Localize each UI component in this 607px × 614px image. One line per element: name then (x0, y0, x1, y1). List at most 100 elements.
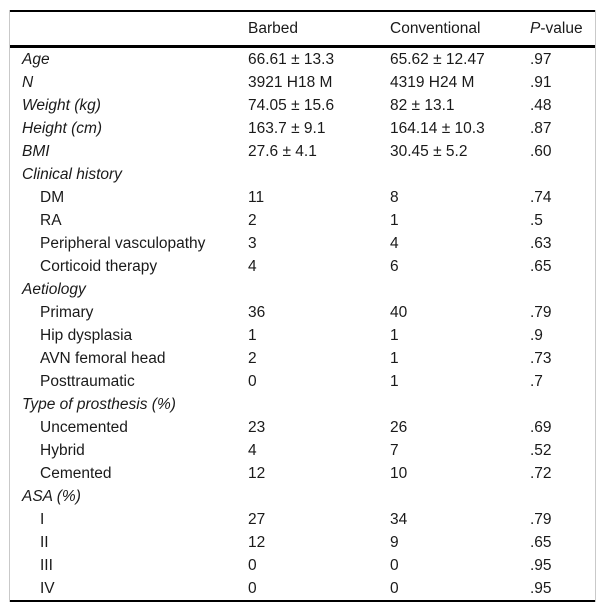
cell-barbed: 4 (248, 257, 257, 275)
table-row: Hip dysplasia 1 1 .9 (10, 324, 595, 347)
cell-barbed: 74.05 ± 15.6 (248, 96, 335, 114)
cell-barbed: 0 (248, 372, 257, 390)
stats-table: Barbed Conventional P-value Age 66.61 ± … (9, 10, 596, 602)
table-row: Corticoid therapy 4 6 .65 (10, 255, 595, 278)
cell-barbed: 1 (248, 326, 257, 344)
table-row: Uncemented 23 26 .69 (10, 416, 595, 439)
cell-conventional: 82 ± 13.1 (390, 96, 455, 114)
cell-barbed: 2 (248, 211, 257, 229)
table-row: AVN femoral head 2 1 .73 (10, 347, 595, 370)
cell-conventional: 4319 H24 M (390, 73, 475, 91)
cell-pvalue: .72 (530, 464, 552, 482)
row-label: II (40, 533, 49, 551)
table-row: BMI 27.6 ± 4.1 30.45 ± 5.2 .60 (10, 140, 595, 163)
row-label: Weight (kg) (22, 96, 101, 114)
row-label: DM (40, 188, 65, 206)
cell-barbed: 27.6 ± 4.1 (248, 142, 317, 160)
cell-pvalue: .73 (530, 349, 552, 367)
table-row: Hybrid 4 7 .52 (10, 439, 595, 462)
row-label: Posttraumatic (40, 372, 135, 390)
cell-conventional: 7 (390, 441, 399, 459)
table-row: Height (cm) 163.7 ± 9.1 164.14 ± 10.3 .8… (10, 117, 595, 140)
cell-pvalue: .65 (530, 533, 552, 551)
cell-barbed: 3921 H18 M (248, 73, 333, 91)
cell-pvalue: .63 (530, 234, 552, 252)
table-row: I 27 34 .79 (10, 508, 595, 531)
cell-conventional: 9 (390, 533, 399, 551)
row-label: N (22, 73, 34, 91)
cell-conventional: 1 (390, 326, 399, 344)
row-label: Cemented (40, 464, 112, 482)
cell-conventional: 30.45 ± 5.2 (390, 142, 468, 160)
table-row: III 0 0 .95 (10, 554, 595, 577)
cell-conventional: 0 (390, 579, 399, 597)
row-label: III (40, 556, 53, 574)
cell-conventional: 26 (390, 418, 408, 436)
cell-conventional: 34 (390, 510, 408, 528)
cell-barbed: 163.7 ± 9.1 (248, 119, 326, 137)
cell-conventional: 164.14 ± 10.3 (390, 119, 485, 137)
cell-pvalue: .95 (530, 579, 552, 597)
pvalue-rest: -value (540, 19, 583, 37)
cell-barbed: 11 (248, 188, 265, 206)
cell-conventional: 1 (390, 349, 399, 367)
row-label: Corticoid therapy (40, 257, 158, 275)
table-row: RA 2 1 .5 (10, 209, 595, 232)
cell-pvalue: .5 (530, 211, 543, 229)
cell-barbed: 23 (248, 418, 266, 436)
table-header-rule (10, 45, 595, 48)
row-label: Type of prosthesis (%) (22, 395, 176, 413)
cell-conventional: 0 (390, 556, 399, 574)
row-label: AVN femoral head (40, 349, 166, 367)
row-label: Peripheral vasculopathy (40, 234, 206, 252)
cell-barbed: 4 (248, 441, 257, 459)
row-label: ASA (%) (22, 487, 81, 505)
cell-conventional: 1 (390, 211, 399, 229)
cell-pvalue: .9 (530, 326, 543, 344)
table-row: Age 66.61 ± 13.3 65.62 ± 12.47 .97 (10, 48, 595, 71)
cell-pvalue: .79 (530, 303, 552, 321)
row-label: Aetiology (22, 280, 86, 298)
cell-pvalue: .60 (530, 142, 552, 160)
table-row: ASA (%) (10, 485, 595, 508)
row-label: Age (22, 50, 50, 68)
header-cell-conventional: Conventional (390, 19, 481, 37)
table-row: Cemented 12 10 .72 (10, 462, 595, 485)
table-row: DM 11 8 .74 (10, 186, 595, 209)
cell-conventional: 1 (390, 372, 399, 390)
row-label: BMI (22, 142, 50, 160)
cell-barbed: 0 (248, 556, 257, 574)
cell-pvalue: .79 (530, 510, 552, 528)
cell-pvalue: .7 (530, 372, 543, 390)
row-label: Clinical history (22, 165, 122, 183)
row-label: Primary (40, 303, 94, 321)
table-row: II 12 9 .65 (10, 531, 595, 554)
cell-barbed: 27 (248, 510, 266, 528)
cell-pvalue: .91 (530, 73, 552, 91)
table-row: Weight (kg) 74.05 ± 15.6 82 ± 13.1 .48 (10, 94, 595, 117)
cell-pvalue: .87 (530, 119, 552, 137)
table-row: IV 0 0 .95 (10, 577, 595, 600)
cell-barbed: 2 (248, 349, 257, 367)
cell-pvalue: .69 (530, 418, 552, 436)
cell-pvalue: .74 (530, 188, 552, 206)
row-label: RA (40, 211, 62, 229)
table-row: Type of prosthesis (%) (10, 393, 595, 416)
cell-conventional: 10 (390, 464, 408, 482)
cell-conventional: 40 (390, 303, 408, 321)
cell-barbed: 12 (248, 533, 266, 551)
cell-conventional: 6 (390, 257, 399, 275)
table-row: Clinical history (10, 163, 595, 186)
cell-conventional: 4 (390, 234, 399, 252)
cell-pvalue: .65 (530, 257, 552, 275)
table-body: Age 66.61 ± 13.3 65.62 ± 12.47 .97 N 392… (10, 48, 595, 600)
row-label: Height (cm) (22, 119, 103, 137)
cell-pvalue: .48 (530, 96, 552, 114)
row-label: Hybrid (40, 441, 85, 459)
table-bottom-rule (10, 600, 595, 602)
header-cell-barbed: Barbed (248, 19, 298, 37)
cell-barbed: 3 (248, 234, 257, 252)
table-row: Primary 36 40 .79 (10, 301, 595, 324)
cell-conventional: 8 (390, 188, 399, 206)
